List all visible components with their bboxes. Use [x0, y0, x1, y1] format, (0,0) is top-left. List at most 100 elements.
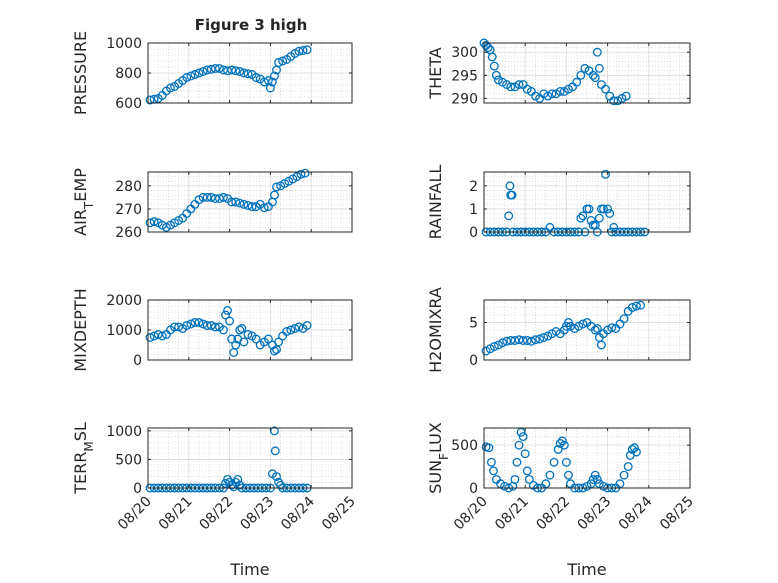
x-tick-label: 08/23	[237, 494, 277, 534]
data-point	[596, 340, 606, 350]
data-point	[601, 84, 610, 94]
data-point	[609, 96, 619, 106]
y-tick-label: 0	[133, 481, 142, 497]
axes-box	[147, 171, 353, 233]
data-point	[194, 68, 204, 78]
data-point	[239, 337, 249, 347]
data-point	[619, 470, 629, 480]
data-point	[221, 310, 230, 320]
data-point	[270, 190, 279, 200]
data-point	[631, 301, 641, 311]
data-point	[157, 331, 167, 341]
data-point	[514, 335, 524, 345]
data-point	[231, 340, 241, 350]
data-point	[601, 169, 610, 179]
x-tick-label: 08/21	[156, 494, 196, 534]
data-point	[603, 204, 613, 214]
data-point	[259, 203, 269, 213]
data-point	[296, 169, 306, 179]
data-point	[302, 45, 312, 55]
data-point	[572, 77, 582, 87]
y-tick-label: 1000	[106, 36, 142, 52]
data-point	[489, 342, 499, 351]
subplot-5: 0 1000 2000 MIXDEPTH	[71, 288, 353, 372]
x-tick-label: 08/21	[492, 494, 532, 534]
y-tick-label: 280	[115, 179, 142, 195]
data-point	[510, 474, 520, 484]
data-point	[522, 336, 532, 345]
y-tick-label: 2000	[106, 293, 142, 309]
data-point	[235, 67, 245, 76]
data-point	[553, 444, 563, 454]
axes-box	[483, 171, 691, 233]
data-point	[149, 217, 159, 227]
data-point	[535, 334, 545, 344]
data-point	[251, 334, 261, 344]
y-tick-label: 270	[115, 202, 142, 218]
subplot-7: 0 500 1000 08/20 08/21 08/22 08/23 08/24 08/25 Ti…	[71, 422, 359, 579]
data-point	[194, 318, 204, 327]
data-point	[214, 64, 224, 73]
data-point	[594, 213, 604, 223]
data-point	[520, 449, 530, 459]
data-point	[514, 80, 524, 89]
y-axis-label: AIRTEMP	[71, 168, 96, 236]
data-point	[526, 336, 536, 346]
data-point	[487, 52, 497, 62]
data-point	[274, 58, 284, 67]
axes-box	[147, 427, 353, 489]
subplot-1: 600 800 1000 PRESSURE	[71, 31, 353, 115]
x-tick-label: 08/24	[616, 493, 656, 533]
data-point	[198, 319, 208, 329]
data-point	[233, 474, 243, 484]
x-tick-label: 08/23	[575, 494, 615, 534]
data-point	[243, 201, 253, 210]
y-tick-label: 260	[115, 225, 142, 241]
data-point	[231, 66, 241, 76]
data-point	[263, 334, 273, 344]
data-point	[227, 65, 237, 75]
data-point	[578, 211, 588, 221]
subplot-3: 260 270 280 AIRTEMP	[71, 168, 353, 241]
subplot-4: 0 1 2 RAINFALL	[426, 165, 691, 241]
data-point	[531, 335, 540, 345]
data-point	[502, 336, 512, 346]
data-point	[504, 211, 514, 221]
data-point	[219, 192, 228, 202]
data-point	[223, 306, 233, 315]
data-point	[588, 474, 598, 484]
axes-box	[483, 427, 691, 489]
data-point	[186, 319, 196, 329]
y-tick-label: 1000	[106, 323, 142, 339]
x-axis-label: Time	[566, 560, 606, 579]
data-point	[294, 322, 304, 332]
data-point	[549, 457, 559, 467]
data-point	[182, 73, 192, 82]
data-point	[564, 470, 573, 480]
data-point	[202, 321, 212, 330]
y-axis-label: PRESSURE	[71, 31, 90, 115]
data-point	[518, 336, 528, 345]
data-point	[202, 65, 212, 75]
data-point	[239, 68, 249, 78]
data-point	[576, 213, 586, 223]
y-axis-label: MIXDEPTH	[71, 288, 90, 371]
data-point	[512, 457, 522, 467]
data-point	[227, 197, 237, 207]
data-point	[190, 70, 200, 79]
x-tick-label: 08/20	[115, 494, 155, 534]
data-point	[219, 325, 228, 335]
data-point	[210, 64, 220, 73]
data-point	[590, 470, 600, 480]
data-point	[198, 67, 208, 76]
data-point	[298, 46, 308, 55]
data-point	[202, 192, 212, 202]
x-tick-label: 08/20	[451, 494, 491, 534]
y-axis-label: SUNFLUX	[426, 422, 451, 494]
data-point	[286, 325, 296, 335]
subplot-6: 0 5 H2OMIXRA	[426, 287, 691, 373]
data-point	[545, 470, 555, 480]
data-point	[636, 300, 646, 310]
data-point	[251, 73, 261, 82]
